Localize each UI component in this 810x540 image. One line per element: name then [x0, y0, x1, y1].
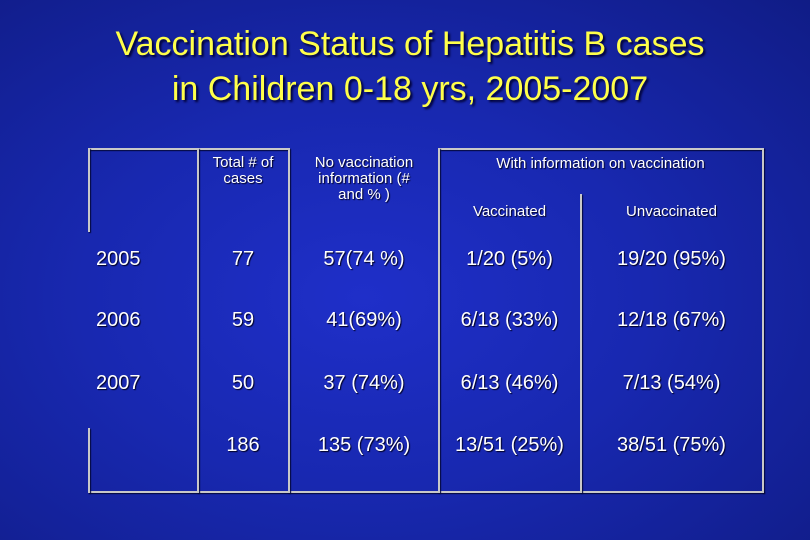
header-unvaccinated: Unvaccinated [626, 203, 717, 220]
row-year: 2005 [96, 248, 141, 270]
title-line-2: in Children 0-18 yrs, 2005-2007 [171, 70, 649, 108]
cell-unvaccinated: 7/13 (54%) [622, 372, 721, 394]
table-top-border [88, 148, 288, 150]
table-top-border-right [440, 148, 764, 150]
cell-vaccinated: 6/13 (46%) [460, 372, 559, 394]
table-left-border-lower [88, 428, 90, 493]
cell-total: 50 [231, 372, 255, 394]
cell-total: 77 [231, 248, 255, 270]
row-year: 2007 [96, 372, 141, 394]
header-with-vaccination-info: With information on vaccination [496, 155, 705, 172]
header-total-cases: Total # of cases [212, 154, 274, 187]
row-year: 2006 [96, 309, 141, 331]
cell-vaccinated: 13/51 (25%) [455, 434, 564, 456]
header-no-vaccination-info: No vaccination information (# and % ) [314, 154, 414, 203]
column-divider-2 [288, 148, 290, 493]
table-left-border [88, 148, 90, 232]
title-line-1: Vaccination Status of Hepatitis B cases [115, 25, 705, 63]
vaccination-table: Total # of cases No vaccination informat… [88, 148, 764, 493]
cell-total: 59 [231, 309, 255, 331]
column-divider-4 [580, 194, 582, 493]
cell-unvaccinated: 38/51 (75%) [617, 434, 726, 456]
cell-no-info: 41(69%) [326, 309, 402, 331]
header-vaccinated: Vaccinated [472, 203, 547, 220]
cell-total: 186 [226, 434, 260, 456]
column-divider-1 [197, 148, 199, 493]
slide-title: Vaccination Status of Hepatitis B cases … [40, 22, 780, 112]
cell-no-info: 135 (73%) [317, 434, 411, 456]
cell-no-info: 57(74 %) [323, 248, 405, 270]
cell-unvaccinated: 19/20 (95%) [617, 248, 726, 270]
cell-no-info: 37 (74%) [323, 372, 405, 394]
cell-unvaccinated: 12/18 (67%) [617, 309, 726, 331]
table-bottom-border [88, 491, 764, 493]
column-divider-3 [438, 148, 440, 493]
cell-vaccinated: 1/20 (5%) [466, 248, 553, 270]
cell-vaccinated: 6/18 (33%) [460, 309, 559, 331]
table-right-border [762, 148, 764, 493]
